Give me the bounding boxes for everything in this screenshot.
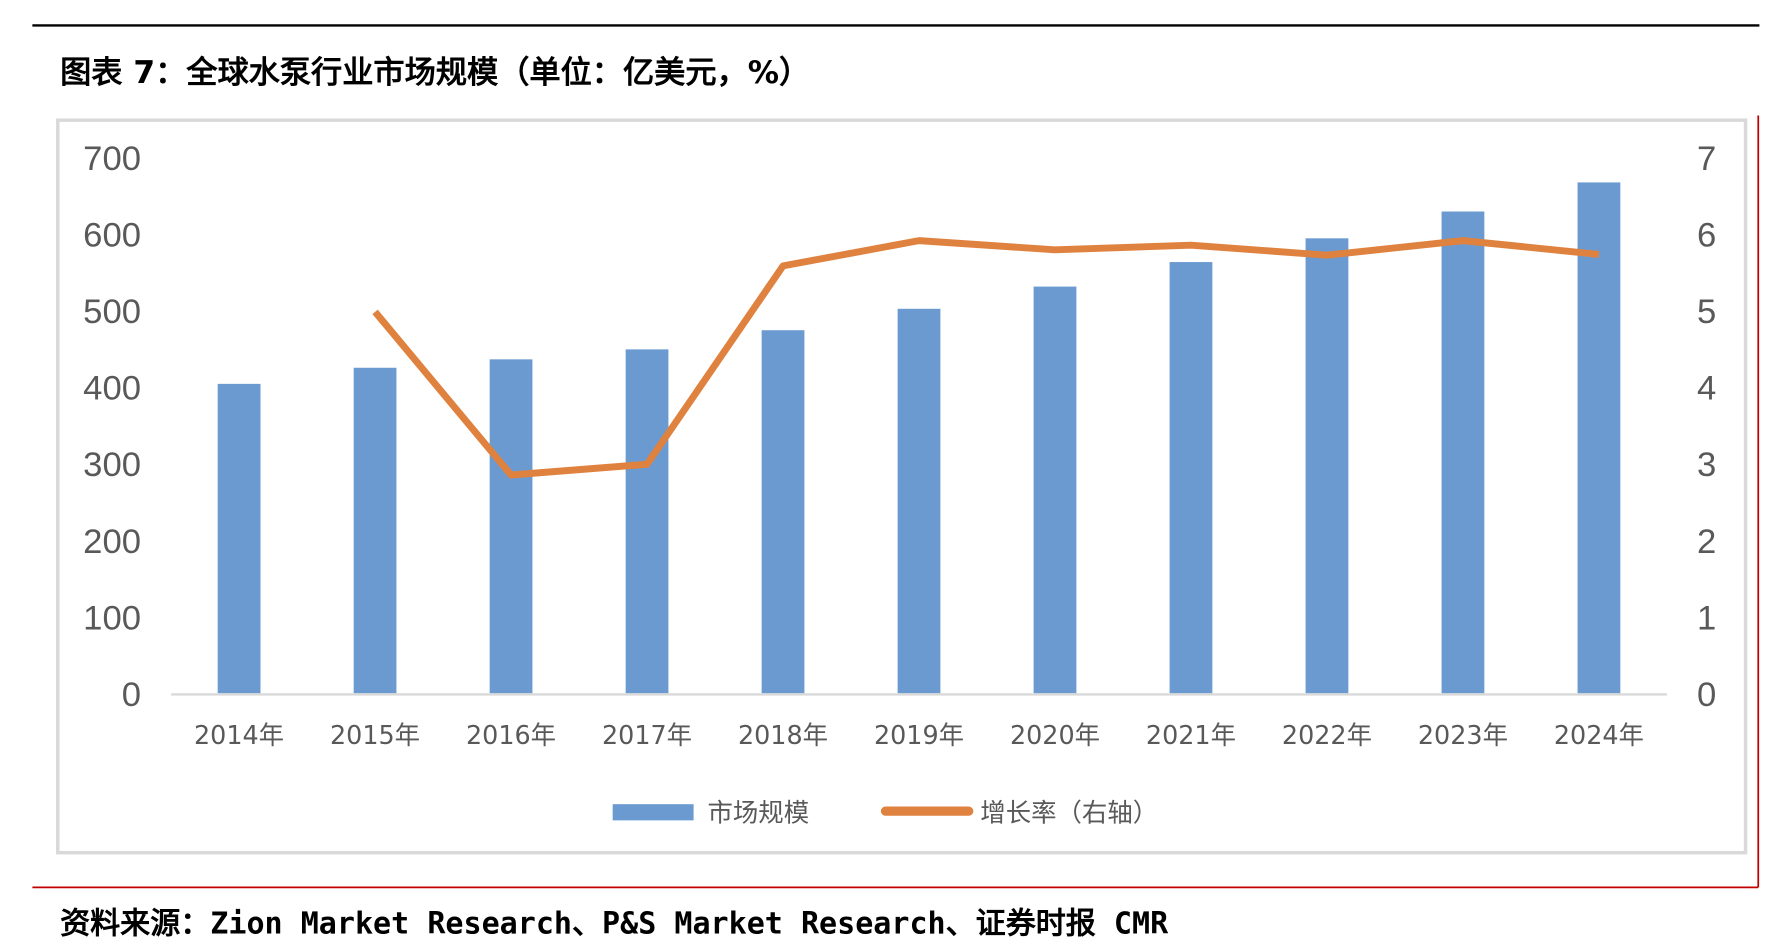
legend: 市场规模 增长率（右轴） [612,798,1158,828]
bar-2017年 [625,349,669,694]
x-axis-label: 2016年 [466,720,556,750]
growth-rate-line [372,237,1600,479]
x-axis-label: 2023年 [1418,720,1508,750]
x-axis-label: 2018年 [738,720,828,750]
source-note: 资料来源：Zion Market Research、P&S Market Res… [60,907,1169,942]
right-axis-tick: 2 [1697,523,1716,561]
x-axis-label: 2024年 [1554,720,1644,750]
left-axis-tick: 300 [83,446,141,484]
right-axis-tick: 4 [1697,370,1716,408]
bar-2019年 [897,308,941,694]
x-axis-label: 2017年 [602,720,692,750]
right-axis-tick: 7 [1697,140,1716,178]
left-axis-tick: 600 [83,216,141,254]
left-axis-tick: 500 [83,293,141,331]
right-axis-tick: 5 [1697,293,1716,331]
bar-2016年 [489,359,533,694]
x-axis-label: 2019年 [874,720,964,750]
bar-2024年 [1577,182,1621,694]
left-axis-tick: 100 [83,599,141,637]
legend-label-growth-rate: 增长率（右轴） [980,798,1158,828]
left-axis-tick: 200 [83,523,141,561]
legend-label-market-size: 市场规模 [707,798,809,828]
chart-title: 图表 7：全球水泵行业市场规模（单位：亿美元，%） [60,55,810,91]
bar-2014年 [217,383,261,694]
bar-2018年 [761,330,805,694]
x-axis-label: 2020年 [1010,720,1100,750]
left-axis-tick: 400 [83,370,141,408]
left-axis-tick: 0 [122,676,141,714]
right-axis-tick: 1 [1697,599,1716,637]
right-axis-tick: 0 [1697,676,1716,714]
x-axis-label: 2021年 [1146,720,1236,750]
right-axis-tick: 6 [1697,216,1716,254]
legend-swatch-bar [612,804,694,821]
x-axis-label: 2014年 [194,720,284,750]
x-axis-label: 2022年 [1282,720,1372,750]
bar-2023年 [1441,211,1485,694]
bar-2020年 [1033,286,1077,694]
left-axis-tick: 700 [83,140,141,178]
bar-2015年 [353,367,397,694]
bar-2021年 [1169,262,1213,694]
bar-2022年 [1305,238,1349,694]
x-axis-label: 2015年 [330,720,420,750]
right-axis-tick: 3 [1697,446,1716,484]
